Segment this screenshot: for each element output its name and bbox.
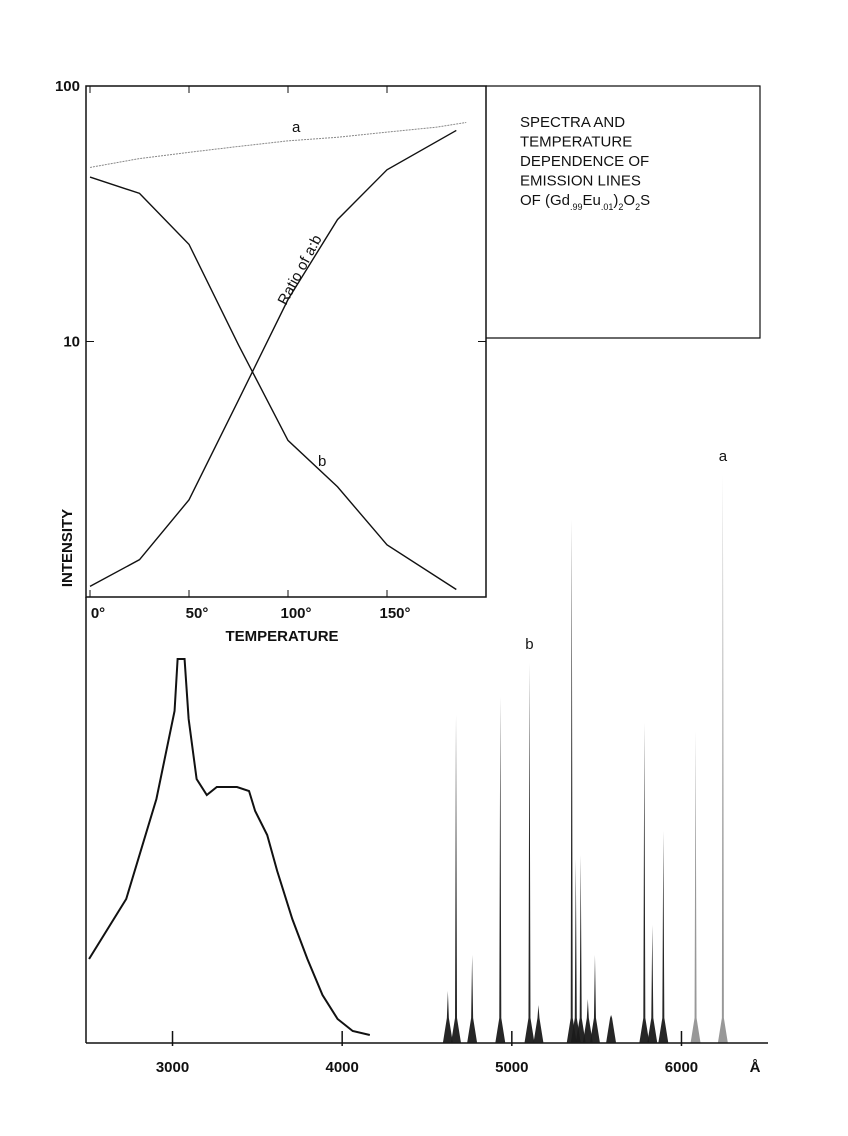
title-line: SPECTRA AND [520,114,625,131]
emission-peak [658,831,669,1043]
y-axis-label: INTENSITY [59,509,76,587]
formula-subscript: .01 [601,202,614,212]
x-tick-label: 150° [379,605,410,622]
y-tick-label: 10 [63,334,80,351]
emission-peak [639,723,650,1043]
title-line: TEMPERATURE [520,134,632,151]
emission-peak [582,999,593,1043]
excitation-curve [88,658,371,1036]
emission-peak [451,715,462,1043]
series-label: a [292,119,301,136]
title-line: DEPENDENCE OF [520,153,649,170]
peak-label: b [525,636,533,653]
formula-subscript: .99 [570,202,583,212]
x-axis-label: Å [750,1059,761,1076]
series-line [89,176,457,591]
x-axis-label: TEMPERATURE [225,628,338,645]
series-label: b [318,453,326,470]
emission-peak [717,475,728,1043]
x-tick-label: 50° [186,605,209,622]
y-tick-label: 100 [55,78,80,95]
x-tick-label: 4000 [325,1059,358,1076]
emission-peak [647,925,658,1043]
formula-part: OF (Gd [520,192,570,209]
formula-part: S [640,192,650,209]
x-tick-label: 0° [91,605,105,622]
emission-peak [690,731,701,1043]
spectrum-chart: 3000 4000 5000 6000 Åb a [88,448,761,1076]
emission-peak [566,519,577,1043]
peak-label: a [719,448,728,465]
formula-subscript: 2 [635,202,640,212]
title-line: EMISSION LINES [520,173,641,190]
title-box [486,85,761,339]
formula-subscript: 2 [618,202,623,212]
emission-peak [589,955,600,1043]
formula-part: ) [613,192,618,209]
formula-part: O [623,192,635,209]
series-line [89,121,467,168]
x-tick-label: 3000 [156,1059,189,1076]
emission-peak [524,663,535,1043]
emission-peak [442,991,453,1043]
formula-part: Eu [583,192,601,209]
inset-frame [85,85,487,598]
title-formula: OF (Gd.99Eu.01)2O2S [520,192,650,212]
emission-peak [533,1005,544,1043]
emission-peak [575,855,586,1043]
x-tick-label: 6000 [665,1059,698,1076]
emission-peak [467,955,478,1043]
emission-peak [495,697,506,1043]
series-line [89,129,457,588]
emission-peak [606,1015,617,1043]
x-tick-label: 5000 [495,1059,528,1076]
x-tick-label: 100° [280,605,311,622]
emission-peak [570,859,581,1043]
